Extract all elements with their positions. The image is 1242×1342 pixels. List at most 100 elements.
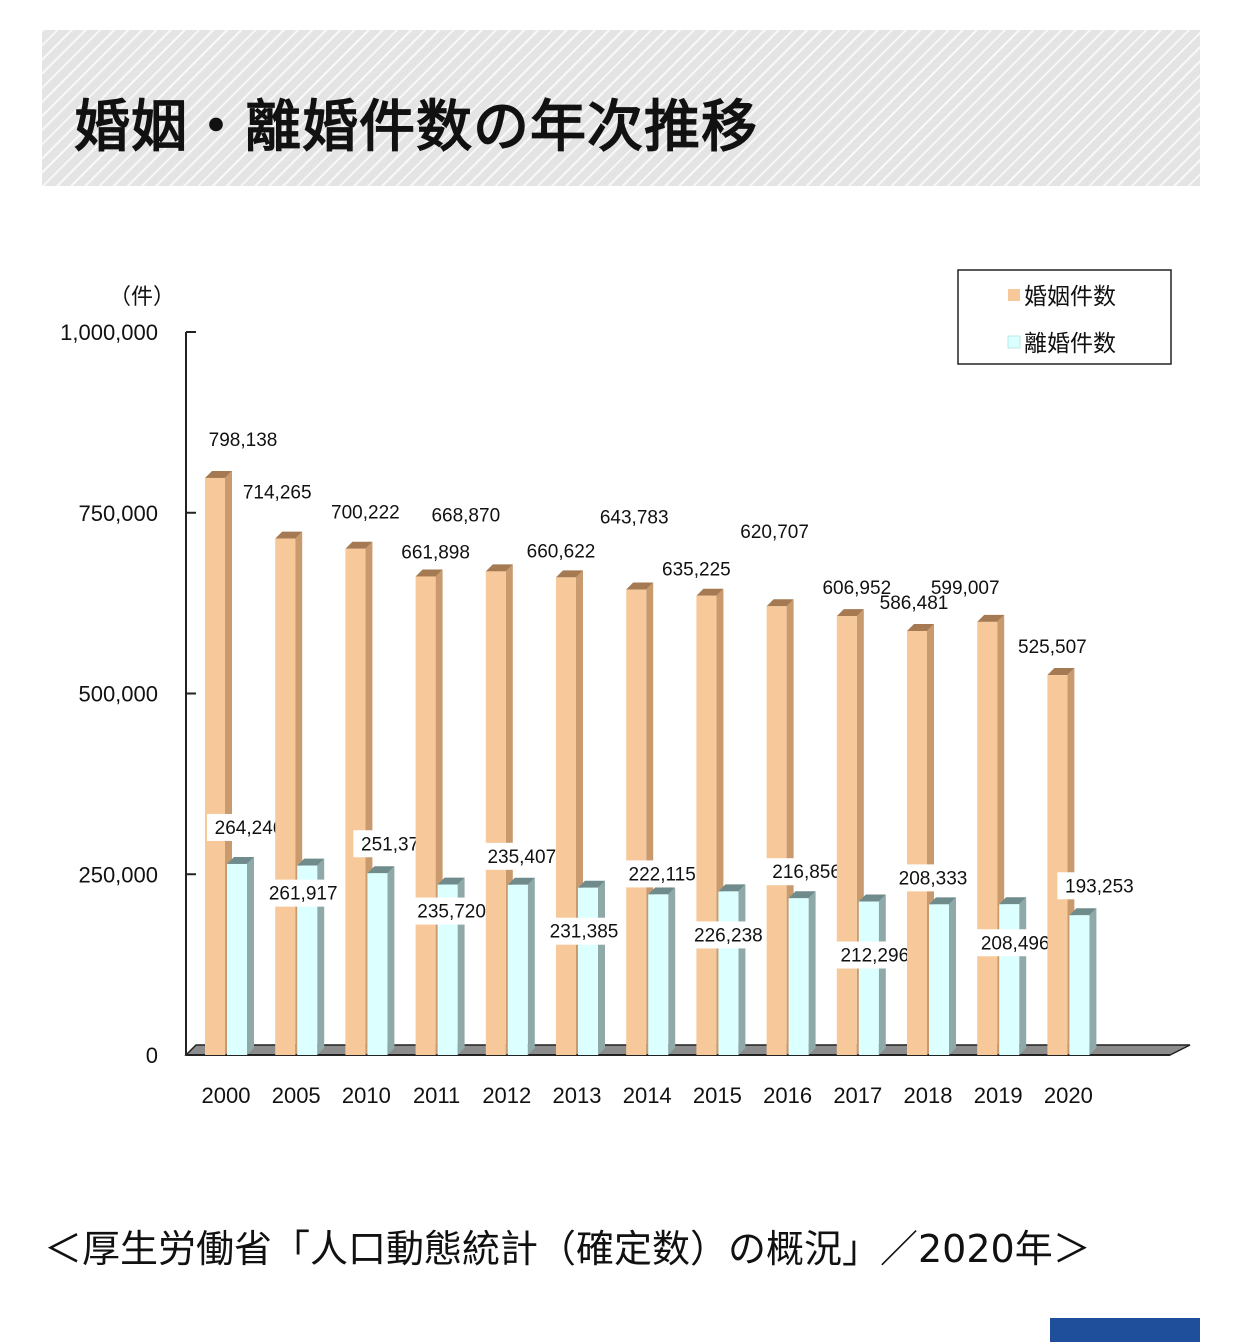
x-tick-label: 2012 — [482, 1083, 531, 1108]
divorce-value-label: 226,238 — [694, 925, 763, 946]
y-tick-label: 500,000 — [78, 682, 158, 707]
x-tick-label: 2010 — [342, 1083, 391, 1108]
marriage-value-label: 643,783 — [600, 508, 669, 529]
legend-swatch-divorce — [1007, 335, 1021, 349]
divorce-bar-side — [598, 880, 605, 1055]
divorce-value-label: 235,407 — [487, 847, 556, 868]
marriage-bar — [626, 589, 647, 1055]
y-tick-label: 1,000,000 — [60, 320, 158, 345]
marriage-value-label: 586,481 — [880, 593, 949, 614]
divorce-bar-top — [718, 884, 746, 892]
marriage-value-label: 798,138 — [209, 430, 278, 451]
marriage-bar — [415, 576, 436, 1055]
divorce-value-label: 231,385 — [550, 922, 619, 943]
marriage-bar-top — [275, 531, 303, 539]
divorce-label-bg — [891, 864, 975, 892]
divorce-bar-side — [808, 891, 816, 1055]
marriage-value-label: 660,622 — [527, 541, 596, 562]
marriage-bar-top — [556, 570, 583, 578]
divorce-bar-top — [578, 880, 605, 888]
marriage-bar — [485, 571, 506, 1055]
marriage-value-label: 525,507 — [1018, 637, 1087, 658]
divorce-bar-top — [507, 877, 535, 885]
marriage-bar — [766, 606, 787, 1055]
divorce-bar-top — [999, 897, 1027, 905]
divorce-bar — [227, 863, 247, 1055]
divorce-label-bg — [261, 879, 346, 907]
divorce-value-label: 212,296 — [840, 946, 909, 967]
marriage-bar-top — [836, 609, 864, 617]
x-tick-label: 2020 — [1044, 1083, 1093, 1108]
marriage-value-label: 635,225 — [662, 560, 731, 581]
marriage-bar-top — [415, 569, 443, 577]
marriage-bar-top — [345, 541, 373, 549]
x-tick-label: 2014 — [623, 1083, 672, 1108]
title-band: 婚姻・離婚件数の年次推移 — [42, 30, 1200, 186]
legend-swatch-marriage — [1008, 289, 1020, 301]
marriage-bar-top — [696, 588, 724, 596]
marriage-bar — [205, 477, 225, 1055]
divorce-bar-side — [247, 856, 254, 1055]
divorce-label-bg — [409, 897, 494, 925]
marriage-bar-top — [205, 470, 232, 478]
marriage-bar-top — [1047, 668, 1075, 676]
marriage-bar — [345, 548, 366, 1055]
x-tick-label: 2018 — [904, 1083, 953, 1108]
marriage-bar — [836, 616, 857, 1055]
marriage-bar-top — [626, 582, 654, 590]
marriage-bar-top — [766, 599, 794, 607]
x-tick-label: 2019 — [974, 1083, 1023, 1108]
marriage-value-label: 661,898 — [401, 542, 470, 563]
divorce-bar — [1069, 915, 1090, 1055]
divorce-bar — [929, 904, 949, 1055]
x-tick-label: 2016 — [763, 1083, 812, 1108]
x-tick-label: 2005 — [272, 1083, 321, 1108]
divorce-label-bg — [973, 929, 1058, 957]
divorce-label-bg — [479, 842, 564, 870]
marriage-value-label: 700,222 — [331, 503, 400, 524]
y-tick-label: 0 — [146, 1043, 158, 1068]
divorce-label-bg — [764, 858, 849, 886]
y-tick-label: 750,000 — [78, 501, 158, 526]
bar-chart: 0 250,000 500,000 750,000 1,000,000 （件） 婚姻件数離婚… — [60, 269, 1191, 1108]
y-tick-label: 250,000 — [78, 862, 158, 887]
divorce-label-bg — [832, 941, 917, 969]
marriage-bar-top — [977, 614, 1005, 622]
marriage-bar — [275, 538, 296, 1055]
divorce-bar — [858, 901, 879, 1055]
marriage-bar — [696, 595, 717, 1055]
divorce-bar — [507, 884, 528, 1055]
divorce-value-label: 235,720 — [417, 902, 486, 923]
y-axis-label: （件） — [109, 285, 175, 310]
divorce-bar-top — [367, 866, 395, 874]
divorce-value-label: 216,856 — [772, 862, 841, 883]
divorce-bar — [999, 904, 1020, 1055]
marriage-bar — [556, 577, 576, 1055]
source-note: ＜厚生労働省「人口動態統計（確定数）の概況」／2020年＞ — [44, 1227, 1091, 1271]
x-tick-label: 2011 — [413, 1083, 460, 1108]
divorce-bar-top — [788, 891, 816, 899]
divorce-bar-side — [668, 887, 676, 1055]
divorce-value-label: 251,379 — [361, 834, 430, 855]
divorce-bar — [297, 865, 318, 1055]
x-tick-label: 2013 — [553, 1083, 602, 1108]
divorce-bar-side — [527, 877, 535, 1055]
legend-box — [957, 269, 1172, 365]
divorce-bar-side — [949, 897, 956, 1055]
divorce-bar-top — [227, 856, 254, 864]
marriage-bar — [1047, 675, 1068, 1055]
marriage-value-label: 606,952 — [822, 578, 891, 599]
marriage-bar — [977, 621, 998, 1055]
divorce-bar-side — [1019, 897, 1027, 1055]
marriage-bar-top — [907, 623, 934, 631]
legend-label-marriage: 婚姻件数 — [1024, 284, 1116, 310]
divorce-bar-side — [738, 884, 746, 1055]
divorce-bar-top — [929, 897, 956, 905]
divorce-value-label: 264,246 — [215, 818, 284, 839]
x-tick-label: 2000 — [202, 1083, 251, 1108]
scroll-top-button[interactable] — [1050, 1318, 1200, 1342]
divorce-label-bg — [1057, 872, 1142, 900]
divorce-bar-top — [648, 887, 676, 895]
marriage-value-label: 668,870 — [431, 505, 500, 526]
marriage-value-label: 599,007 — [931, 578, 1000, 599]
